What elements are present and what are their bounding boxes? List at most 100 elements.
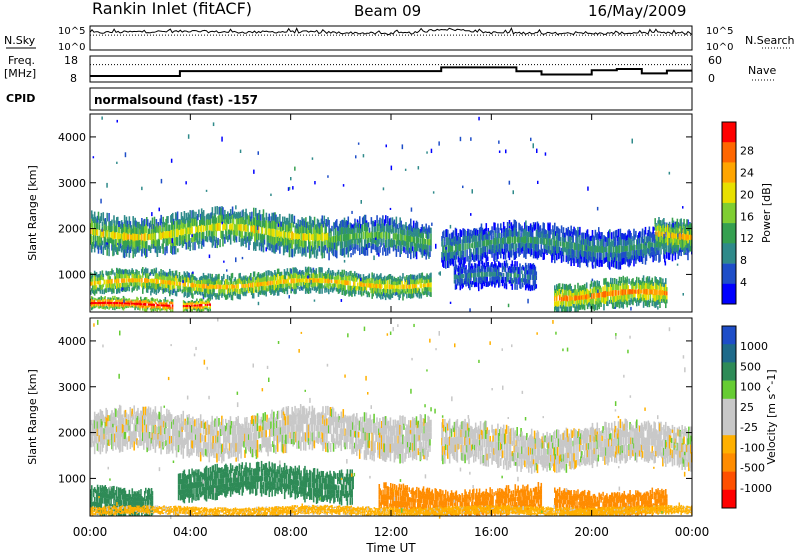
power-cell [391,289,394,294]
power-cell [371,220,374,227]
power-cell [244,276,246,281]
power-cell [125,287,128,292]
power-cell [206,288,209,293]
power-cell [629,230,631,238]
power-cell [208,289,211,294]
power-cell [135,233,137,241]
power-cell [176,288,179,292]
power-cell [138,278,140,283]
power-cell [202,301,205,304]
power-cell [156,306,158,309]
power-cell [165,287,167,292]
power-cell [90,276,92,282]
power-cell [109,276,111,280]
power-cell [320,277,322,284]
power-cell [366,247,369,256]
power-cell [526,225,528,232]
power-cell [573,296,575,301]
power-cell [385,284,388,289]
power-cell [123,215,126,224]
power-cell [122,304,125,308]
power-cell [464,250,466,257]
power-cell [159,306,161,309]
power-cell [133,282,135,287]
power-cell [303,233,305,241]
power-cell [129,282,132,286]
power-cell [461,268,463,274]
power-cell [103,236,106,243]
power-cell [170,299,173,302]
power-cell [329,228,331,233]
power-cell [294,232,297,240]
power-cell [523,278,525,283]
power-cell [492,268,494,273]
power-cell [513,235,516,244]
power-cell [561,289,564,295]
power-cell [195,283,197,288]
power-cell [478,260,481,267]
power-cell [123,240,126,250]
power-cell [423,275,425,280]
power-cell [517,273,519,278]
power-cell [421,244,424,251]
power-cell [169,237,171,244]
power-cell [317,278,319,283]
power-cell [170,301,173,305]
power-cell [403,240,405,247]
power-cell [441,257,443,263]
power-cell [310,249,312,258]
power-cell [363,247,366,256]
power-cell [483,267,486,273]
power-cell [229,237,232,245]
power-cell [218,273,220,279]
power-cell [361,246,363,254]
power-cell [575,230,577,237]
power-cell [556,295,558,301]
power-cell [351,286,353,292]
power-cell [136,246,138,253]
power-cell [575,243,577,250]
power-cell [446,252,448,261]
power-cell [95,272,98,277]
power-cell [523,228,525,237]
power-cell [305,278,308,283]
power-cell [244,287,246,292]
power-cell [118,304,121,307]
power-cell [95,285,98,290]
power-cell [637,254,639,259]
power-cell [488,240,490,245]
power-cell [135,240,137,248]
power-cell [500,244,502,252]
power-cell [496,268,498,273]
power-cell [367,242,370,249]
power-cell [415,284,418,289]
power-cell [527,279,530,286]
power-cell [157,227,160,234]
power-cell [125,248,128,257]
power-cell [245,275,247,280]
power-cell [636,239,638,245]
power-cell [120,233,123,240]
power-cell [537,237,540,245]
power-cell [106,279,108,284]
power-cell [209,284,212,290]
power-cell [394,278,397,282]
power-cell [205,279,208,285]
power-cell [640,243,643,250]
power-cell [182,229,185,235]
power-cell [127,234,130,240]
power-cell [521,278,523,282]
power-cell [163,271,165,276]
power-cell [360,291,363,297]
power-cell [228,218,230,225]
power-cell [170,285,172,290]
power-cell [258,278,261,283]
power-cell [611,241,614,247]
power-cell [152,286,155,290]
power-cell [146,278,149,284]
power-cell [614,245,617,254]
power-cell [258,290,261,295]
power-cell [170,280,172,286]
power-cell [595,258,598,265]
power-cell [218,279,220,285]
